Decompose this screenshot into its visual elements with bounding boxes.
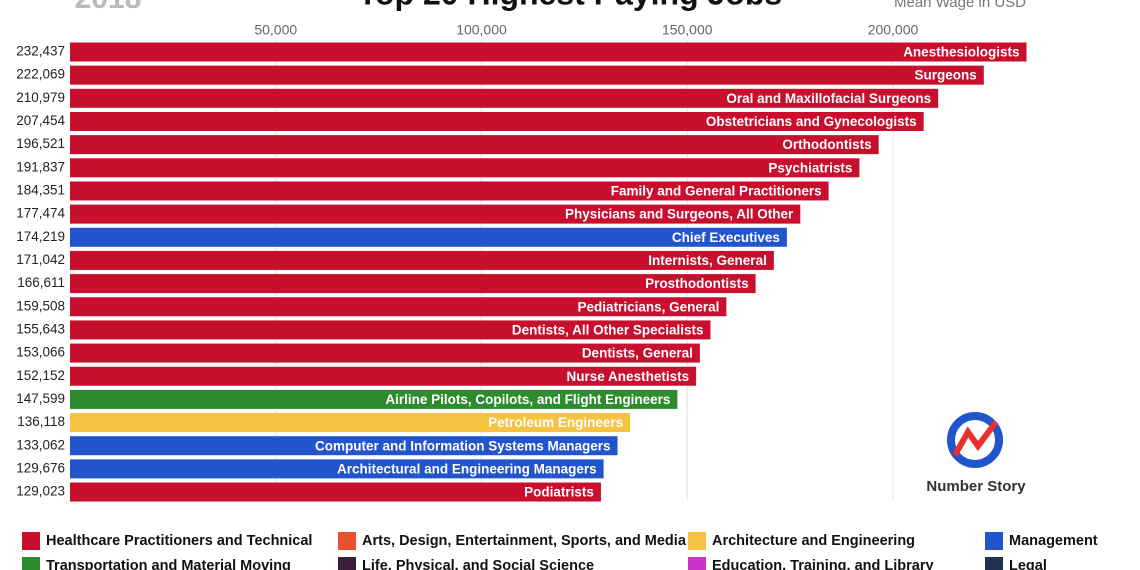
bar [70, 413, 631, 433]
logo [947, 412, 1003, 468]
legend-swatch [338, 557, 356, 570]
legend-swatch [688, 557, 706, 570]
bar [70, 297, 727, 317]
bar-label: Dentists, General [582, 346, 693, 361]
bar-label: Surgeons [915, 68, 977, 83]
legend-label: Transportation and Material Moving [46, 558, 291, 570]
chart-title: Top 20 Highest Paying Jobs [358, 0, 782, 11]
legend-label: Architecture and Engineering [712, 533, 915, 549]
bar [70, 135, 879, 155]
value-label: 147,599 [16, 391, 65, 406]
legend-label: Legal [1009, 558, 1047, 570]
legend-swatch [985, 557, 1003, 570]
value-label: 152,152 [16, 368, 65, 383]
bar [70, 65, 984, 85]
legend-label: Management [1009, 533, 1098, 549]
bar [70, 320, 711, 340]
legend-swatch [985, 532, 1003, 550]
brand: Number Story [926, 478, 1026, 495]
value-label: 133,062 [16, 437, 65, 452]
bar-label: Podiatrists [524, 485, 594, 500]
bar-label: Prosthodontists [645, 276, 749, 291]
value-label: 222,069 [16, 67, 65, 82]
bar-label: Petroleum Engineers [488, 415, 623, 430]
value-label: 153,066 [16, 345, 65, 360]
legend-label: Life, Physical, and Social Science [362, 558, 594, 570]
value-label: 196,521 [16, 136, 65, 151]
x-tick-label: 200,000 [868, 22, 919, 38]
legend-swatch [688, 532, 706, 550]
bar [70, 459, 604, 479]
legend-label: Arts, Design, Entertainment, Sports, and… [362, 533, 687, 549]
value-label: 129,676 [16, 460, 65, 475]
value-label: 159,508 [16, 298, 65, 313]
bar-label: Oral and Maxillofacial Surgeons [726, 91, 931, 106]
legend-label: Education, Training, and Library [712, 558, 934, 570]
bar [70, 366, 697, 386]
bar [70, 204, 801, 224]
bar-label: Orthodontists [782, 137, 871, 152]
value-label: 177,474 [16, 206, 65, 221]
bar [70, 482, 601, 502]
legend-swatch [22, 532, 40, 550]
value-label: 207,454 [16, 113, 65, 128]
bar-label: Obstetricians and Gynecologists [706, 114, 917, 129]
legend-swatch [22, 557, 40, 570]
bar-label: Anesthesiologists [903, 45, 1019, 60]
value-label: 171,042 [16, 252, 65, 267]
x-tick-label: 50,000 [254, 22, 297, 38]
legend-label: Healthcare Practitioners and Technical [46, 533, 312, 549]
subtitle: Mean Wage in USD [894, 0, 1026, 11]
bar [70, 436, 618, 456]
bar-label: Family and General Practitioners [611, 184, 822, 199]
bar-label: Dentists, All Other Specialists [512, 322, 704, 337]
year-label: 2018 [75, 0, 142, 15]
bar-label: Psychiatrists [768, 160, 852, 175]
bar [70, 42, 1027, 62]
bar [70, 343, 700, 363]
bar [70, 111, 924, 131]
x-tick-label: 100,000 [456, 22, 507, 38]
bar [70, 389, 678, 409]
bar-label: Computer and Information Systems Manager… [315, 438, 611, 453]
bar-label: Airline Pilots, Copilots, and Flight Eng… [385, 392, 670, 407]
bar [70, 250, 774, 270]
bar-label: Internists, General [648, 253, 767, 268]
value-label: 136,118 [17, 414, 65, 429]
value-label: 166,611 [17, 275, 65, 290]
value-label: 210,979 [16, 90, 65, 105]
x-tick-label: 150,000 [662, 22, 713, 38]
bar [70, 227, 787, 247]
bar [70, 274, 756, 294]
value-label: 191,837 [16, 159, 65, 174]
bar-label: Architectural and Engineering Managers [337, 461, 597, 476]
value-label: 174,219 [16, 229, 65, 244]
bar [70, 88, 939, 108]
value-label: 184,351 [16, 183, 65, 198]
bar [70, 158, 860, 178]
bar-label: Nurse Anesthetists [567, 369, 690, 384]
value-label: 129,023 [16, 484, 65, 499]
bar-label: Pediatricians, General [578, 299, 720, 314]
legend-swatch [338, 532, 356, 550]
value-label: 232,437 [16, 44, 65, 59]
bar-label: Chief Executives [672, 230, 780, 245]
bar [70, 181, 829, 201]
bar-label: Physicians and Surgeons, All Other [565, 207, 794, 222]
value-label: 155,643 [16, 321, 65, 336]
